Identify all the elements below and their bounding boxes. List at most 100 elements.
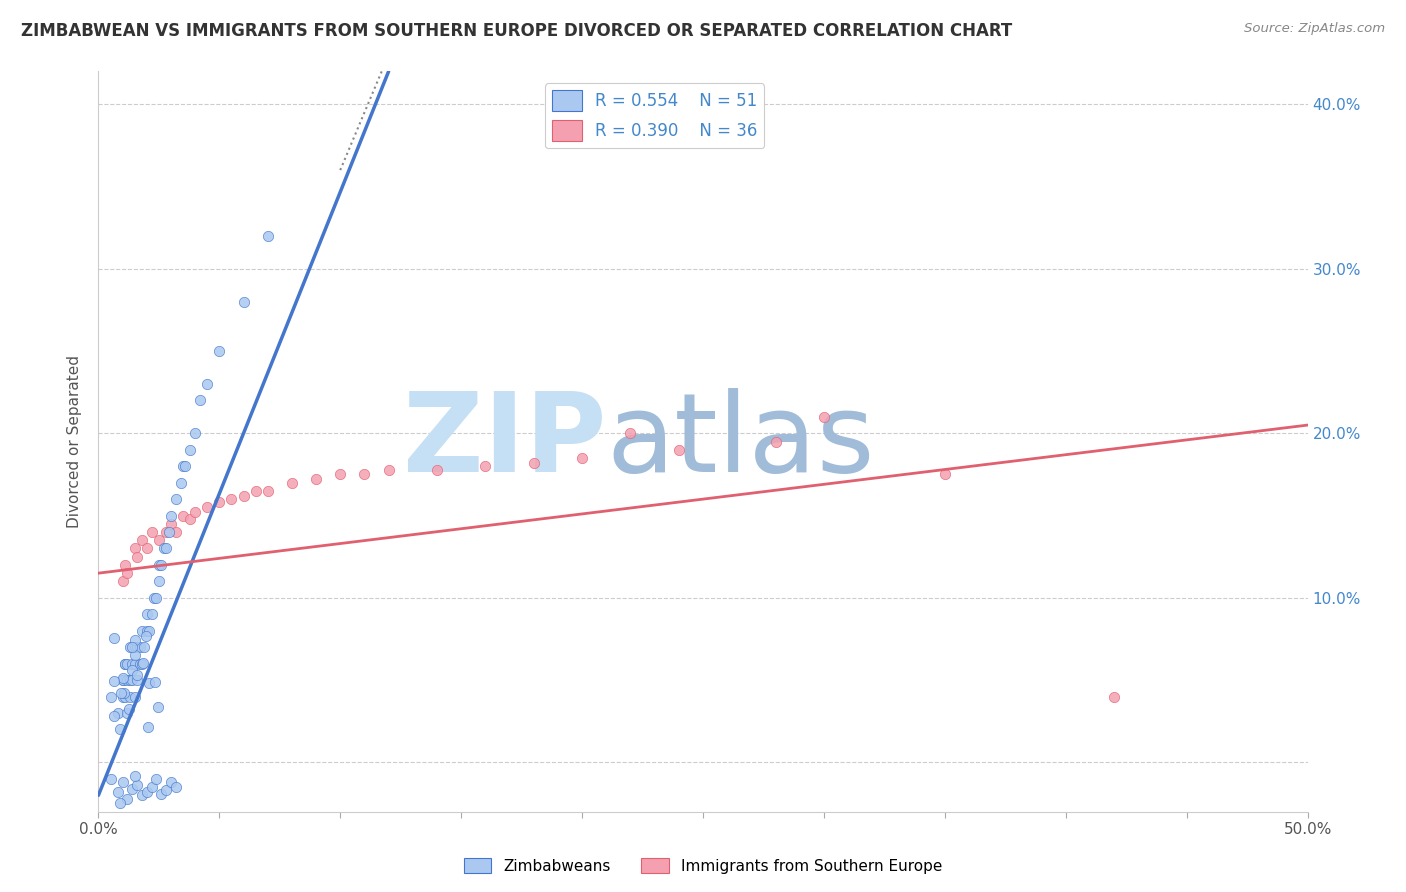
Text: ZIP: ZIP: [404, 388, 606, 495]
Point: [184, 505, 207, 519]
Point: [353, 467, 375, 482]
Point: [377, 462, 399, 476]
Point: [474, 459, 496, 474]
Point: [141, 607, 163, 622]
Point: [121, 640, 143, 654]
Point: [124, 690, 146, 704]
Point: [118, 640, 141, 655]
Point: [232, 489, 254, 503]
Point: [108, 797, 131, 811]
Point: [281, 475, 304, 490]
Text: Source: ZipAtlas.com: Source: ZipAtlas.com: [1244, 22, 1385, 36]
Point: [125, 668, 148, 682]
Point: [232, 294, 254, 309]
Point: [117, 566, 139, 581]
Point: [1102, 690, 1125, 704]
Point: [155, 541, 177, 556]
Point: [136, 720, 159, 734]
Point: [160, 508, 183, 523]
Point: [571, 450, 593, 465]
Point: [108, 723, 131, 737]
Point: [110, 686, 132, 700]
Point: [155, 524, 177, 539]
Point: [145, 772, 167, 786]
Point: [103, 709, 125, 723]
Point: [135, 541, 157, 556]
Point: [150, 787, 173, 801]
Point: [124, 657, 146, 671]
Point: [934, 467, 956, 482]
Point: [131, 624, 153, 638]
Point: [124, 640, 146, 655]
Point: [103, 631, 125, 645]
Point: [813, 409, 835, 424]
Legend: Zimbabweans, Immigrants from Southern Europe: Zimbabweans, Immigrants from Southern Eu…: [457, 852, 949, 880]
Point: [195, 376, 218, 391]
Point: [114, 657, 136, 671]
Point: [165, 492, 187, 507]
Point: [100, 772, 122, 786]
Point: [256, 228, 278, 243]
Text: ZIMBABWEAN VS IMMIGRANTS FROM SOUTHERN EUROPE DIVORCED OR SEPARATED CORRELATION : ZIMBABWEAN VS IMMIGRANTS FROM SOUTHERN E…: [21, 22, 1012, 40]
Point: [131, 789, 153, 803]
Point: [118, 690, 141, 704]
Point: [121, 657, 143, 671]
Y-axis label: Divorced or Separated: Divorced or Separated: [67, 355, 83, 528]
Point: [160, 516, 183, 531]
Point: [195, 500, 218, 515]
Point: [155, 783, 177, 797]
Point: [118, 702, 141, 716]
Point: [141, 524, 163, 539]
Point: [523, 456, 546, 470]
Point: [134, 640, 156, 655]
Point: [128, 640, 150, 655]
Point: [114, 657, 136, 671]
Point: [135, 785, 157, 799]
Point: [100, 690, 122, 704]
Text: atlas: atlas: [606, 388, 875, 495]
Point: [245, 483, 267, 498]
Point: [127, 673, 149, 687]
Point: [174, 459, 197, 474]
Point: [157, 524, 180, 539]
Point: [165, 524, 187, 539]
Point: [150, 558, 173, 572]
Point: [107, 706, 129, 720]
Point: [121, 673, 143, 687]
Point: [138, 676, 160, 690]
Point: [146, 699, 169, 714]
Point: [111, 673, 134, 687]
Point: [131, 657, 153, 671]
Point: [124, 648, 146, 663]
Point: [179, 442, 201, 457]
Point: [179, 512, 201, 526]
Point: [117, 706, 139, 720]
Point: [208, 495, 231, 509]
Point: [134, 629, 156, 643]
Point: [668, 442, 690, 457]
Point: [188, 393, 211, 408]
Point: [127, 778, 149, 792]
Point: [143, 675, 166, 690]
Point: [114, 690, 136, 704]
Point: [111, 574, 134, 589]
Point: [135, 607, 157, 622]
Point: [426, 462, 449, 476]
Point: [112, 671, 135, 685]
Point: [128, 657, 150, 671]
Point: [165, 780, 187, 794]
Point: [111, 690, 134, 704]
Point: [619, 426, 641, 441]
Point: [221, 492, 243, 507]
Legend: R = 0.554    N = 51, R = 0.390    N = 36: R = 0.554 N = 51, R = 0.390 N = 36: [546, 83, 763, 148]
Point: [124, 632, 146, 647]
Point: [143, 591, 166, 605]
Point: [208, 344, 231, 359]
Point: [131, 533, 153, 548]
Point: [121, 663, 143, 677]
Point: [135, 624, 157, 638]
Point: [169, 475, 191, 490]
Point: [114, 558, 136, 572]
Point: [111, 673, 134, 687]
Point: [141, 780, 163, 794]
